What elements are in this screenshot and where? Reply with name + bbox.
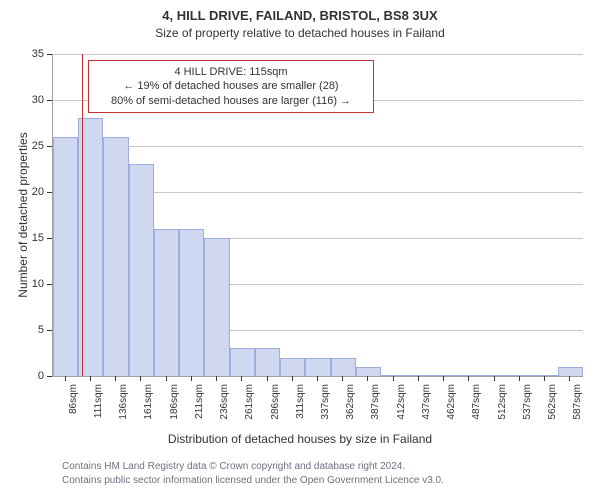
xtick-label: 286sqm	[270, 384, 281, 420]
annotation-line: 80% of semi-detached houses are larger (…	[97, 94, 365, 108]
gridline	[53, 54, 583, 55]
xtick-mark	[191, 376, 192, 381]
histogram-bar	[482, 375, 507, 376]
ytick-mark	[47, 284, 52, 285]
ytick-label: 35	[22, 48, 44, 60]
histogram-bar	[154, 229, 179, 376]
annotation-line: ← 19% of detached houses are smaller (28…	[97, 79, 365, 93]
chart-subtitle: Size of property relative to detached ho…	[0, 24, 600, 40]
annotation-line: 4 HILL DRIVE: 115sqm	[97, 65, 365, 79]
xtick-label: 437sqm	[421, 384, 432, 420]
ytick-mark	[47, 376, 52, 377]
x-axis-label: Distribution of detached houses by size …	[0, 432, 600, 446]
histogram-bar	[53, 137, 78, 376]
xtick-mark	[494, 376, 495, 381]
credit-text: Contains HM Land Registry data © Crown c…	[62, 460, 444, 488]
xtick-mark	[342, 376, 343, 381]
xtick-mark	[241, 376, 242, 381]
xtick-label: 337sqm	[320, 384, 331, 420]
xtick-mark	[519, 376, 520, 381]
xtick-mark	[292, 376, 293, 381]
xtick-label: 512sqm	[497, 384, 508, 420]
xtick-mark	[468, 376, 469, 381]
ytick-mark	[47, 192, 52, 193]
xtick-mark	[317, 376, 318, 381]
xtick-mark	[569, 376, 570, 381]
histogram-bar	[179, 229, 204, 376]
histogram-bar	[331, 358, 356, 376]
xtick-mark	[166, 376, 167, 381]
ytick-label: 10	[22, 278, 44, 290]
xtick-label: 161sqm	[143, 384, 154, 420]
xtick-label: 211sqm	[194, 384, 205, 419]
xtick-label: 362sqm	[345, 384, 356, 420]
histogram-bar	[103, 137, 128, 376]
histogram-bar	[305, 358, 330, 376]
histogram-bar	[558, 367, 583, 376]
ytick-label: 5	[22, 324, 44, 336]
ytick-label: 20	[22, 186, 44, 198]
xtick-label: 462sqm	[446, 384, 457, 420]
xtick-mark	[393, 376, 394, 381]
xtick-label: 136sqm	[118, 384, 129, 420]
xtick-label: 387sqm	[370, 384, 381, 420]
histogram-bar	[381, 375, 406, 376]
xtick-label: 186sqm	[169, 384, 180, 420]
xtick-mark	[115, 376, 116, 381]
annotation-box: 4 HILL DRIVE: 115sqm← 19% of detached ho…	[88, 60, 374, 113]
ytick-label: 15	[22, 232, 44, 244]
credit-line: Contains HM Land Registry data © Crown c…	[62, 460, 444, 474]
credit-line: Contains public sector information licen…	[62, 474, 444, 488]
ytick-mark	[47, 238, 52, 239]
xtick-label: 86sqm	[68, 384, 79, 414]
xtick-label: 311sqm	[295, 384, 306, 419]
xtick-mark	[216, 376, 217, 381]
ytick-mark	[47, 330, 52, 331]
histogram-bar	[204, 238, 229, 376]
xtick-label: 537sqm	[522, 384, 533, 420]
histogram-bar	[280, 358, 305, 376]
xtick-mark	[418, 376, 419, 381]
xtick-mark	[544, 376, 545, 381]
ytick-mark	[47, 146, 52, 147]
ytick-mark	[47, 100, 52, 101]
property-marker-line	[82, 54, 83, 376]
xtick-mark	[443, 376, 444, 381]
ytick-label: 30	[22, 94, 44, 106]
ytick-mark	[47, 54, 52, 55]
histogram-bar	[406, 375, 431, 376]
xtick-mark	[140, 376, 141, 381]
xtick-mark	[367, 376, 368, 381]
histogram-bar	[255, 348, 280, 376]
xtick-mark	[90, 376, 91, 381]
ytick-label: 0	[22, 370, 44, 382]
histogram-bar	[356, 367, 381, 376]
ytick-label: 25	[22, 140, 44, 152]
histogram-bar	[129, 164, 154, 376]
histogram-bar	[507, 375, 532, 376]
chart-title: 4, HILL DRIVE, FAILAND, BRISTOL, BS8 3UX	[0, 0, 600, 24]
xtick-mark	[65, 376, 66, 381]
histogram-bar	[230, 348, 255, 376]
xtick-label: 111sqm	[93, 384, 104, 418]
xtick-label: 236sqm	[219, 384, 230, 420]
gridline	[53, 146, 583, 147]
xtick-label: 587sqm	[572, 384, 583, 420]
xtick-label: 412sqm	[396, 384, 407, 420]
xtick-label: 487sqm	[471, 384, 482, 420]
xtick-label: 562sqm	[547, 384, 558, 420]
xtick-mark	[267, 376, 268, 381]
xtick-label: 261sqm	[244, 384, 255, 420]
